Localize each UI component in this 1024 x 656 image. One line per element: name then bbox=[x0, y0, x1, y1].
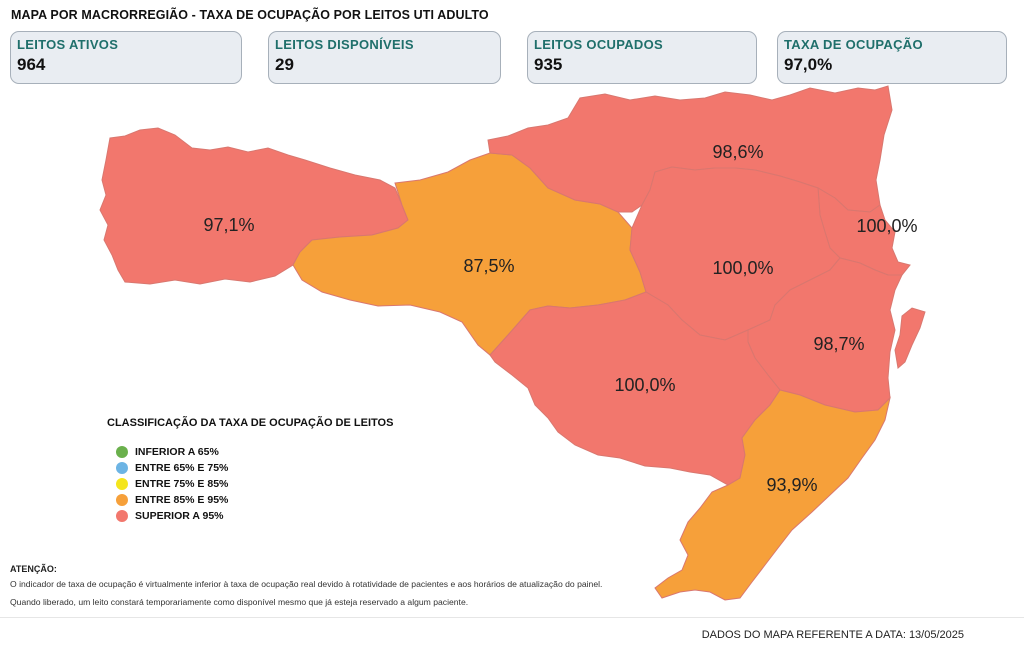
attention-line: Quando liberado, um leito constará tempo… bbox=[10, 597, 469, 607]
region-label: 87,5% bbox=[463, 256, 514, 276]
attention-title: ATENÇÃO: bbox=[10, 564, 57, 574]
legend-item: ENTRE 75% E 85% bbox=[116, 476, 228, 492]
legend-label: SUPERIOR A 95% bbox=[135, 510, 224, 522]
legend-item: ENTRE 85% E 95% bbox=[116, 492, 228, 508]
legend-title: CLASSIFICAÇÃO DA TAXA DE OCUPAÇÃO DE LEI… bbox=[107, 417, 394, 429]
kpi-label: LEITOS OCUPADOS bbox=[534, 37, 663, 52]
kpi-value: 97,0% bbox=[784, 55, 833, 74]
kpi-label: LEITOS ATIVOS bbox=[17, 37, 119, 52]
legend-dot-icon bbox=[116, 446, 128, 458]
legend-dot-icon bbox=[116, 510, 128, 522]
kpi-label: LEITOS DISPONÍVEIS bbox=[275, 37, 414, 52]
legend-label: ENTRE 65% E 75% bbox=[135, 462, 229, 474]
kpi-card-leitos-ocupados: LEITOS OCUPADOS 935 bbox=[527, 31, 757, 84]
legend-dot-icon bbox=[116, 462, 128, 474]
region-sul[interactable] bbox=[654, 389, 891, 601]
region-label: 100,0% bbox=[856, 216, 917, 236]
legend-label: INFERIOR A 65% bbox=[135, 446, 219, 458]
page-title: MAPA POR MACRORREGIÃO - TAXA DE OCUPAÇÃO… bbox=[11, 8, 489, 22]
legend-dot-icon bbox=[116, 478, 128, 490]
kpi-label: TAXA DE OCUPAÇÃO bbox=[784, 37, 923, 52]
kpi-value: 29 bbox=[275, 55, 294, 74]
region-label: 97,1% bbox=[203, 215, 254, 235]
region-label: 100,0% bbox=[614, 375, 675, 395]
kpi-value: 964 bbox=[17, 55, 46, 74]
legend-item: INFERIOR A 65% bbox=[116, 444, 228, 460]
legend: INFERIOR A 65% ENTRE 65% E 75% ENTRE 75%… bbox=[116, 444, 228, 524]
region-label: 98,7% bbox=[813, 334, 864, 354]
legend-label: ENTRE 75% E 85% bbox=[135, 478, 229, 490]
legend-item: ENTRE 65% E 75% bbox=[116, 460, 228, 476]
kpi-card-leitos-ativos: LEITOS ATIVOS 964 bbox=[10, 31, 242, 84]
kpi-card-taxa-ocupacao: TAXA DE OCUPAÇÃO 97,0% bbox=[777, 31, 1007, 84]
footer-date: DADOS DO MAPA REFERENTE A DATA: 13/05/20… bbox=[701, 629, 964, 641]
legend-dot-icon bbox=[116, 494, 128, 506]
kpi-card-leitos-disponiveis: LEITOS DISPONÍVEIS 29 bbox=[268, 31, 501, 84]
attention-line: O indicador de taxa de ocupação é virtua… bbox=[10, 579, 603, 589]
region-label: 98,6% bbox=[712, 142, 763, 162]
legend-item: SUPERIOR A 95% bbox=[116, 508, 228, 524]
footer-divider bbox=[0, 617, 1024, 618]
legend-label: ENTRE 85% E 95% bbox=[135, 494, 229, 506]
region-label: 93,9% bbox=[766, 475, 817, 495]
region-planalto-norte[interactable] bbox=[487, 85, 893, 213]
kpi-value: 935 bbox=[534, 55, 563, 74]
region-label: 100,0% bbox=[712, 258, 773, 278]
macroregion-map: 97,1% 87,5% 98,6% 100,0% 100,0% 98,7% 10… bbox=[99, 85, 926, 601]
